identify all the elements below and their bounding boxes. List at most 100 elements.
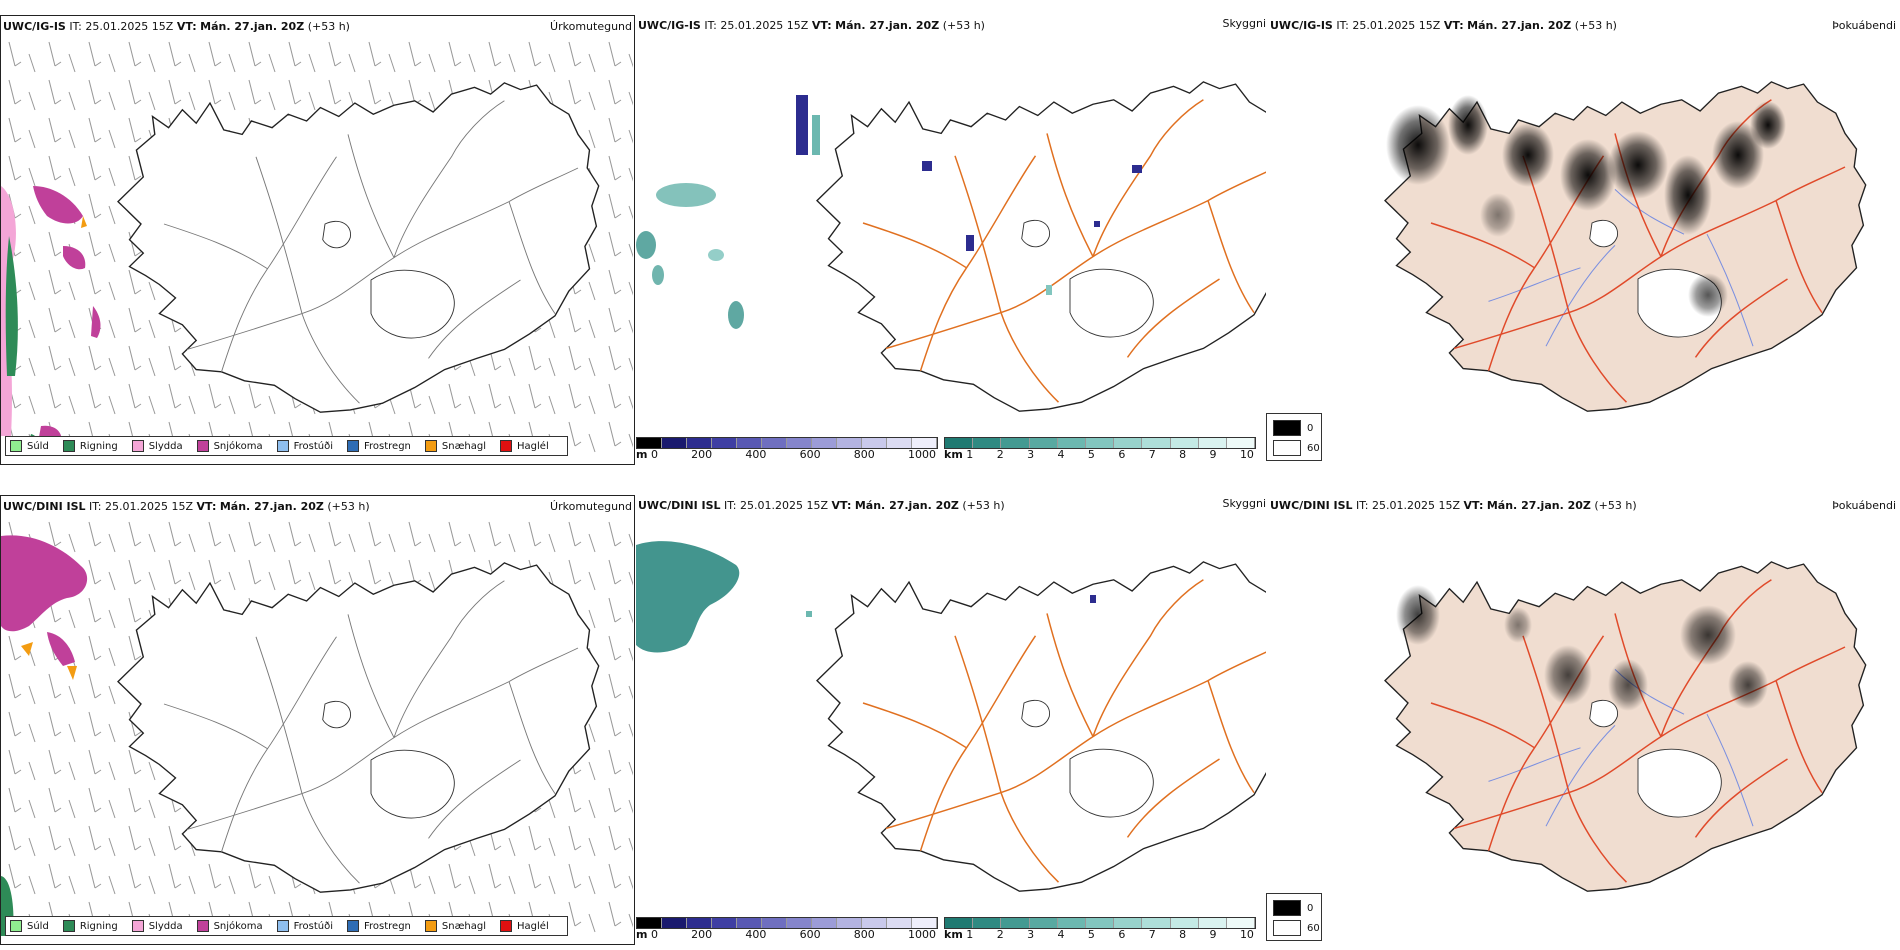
legend-item-frostregn: Frostregn	[347, 440, 411, 452]
legend-label: Snæhagl	[441, 440, 487, 452]
legend-label: Snjókoma	[213, 440, 263, 452]
scale-segment	[712, 918, 737, 928]
vt-value: Mán. 27.jan. 20Z	[219, 500, 324, 513]
scale-segment	[1057, 438, 1086, 448]
scale-tick: 7	[1148, 448, 1156, 461]
it-label: IT:	[69, 20, 82, 33]
legend-item-haglel: Haglél	[500, 440, 549, 452]
scale-segment	[912, 918, 937, 928]
precip-type-panel-row1: UWC/IG-IS IT: 25.01.2025 15Z VT: Mán. 27…	[0, 15, 635, 465]
precip-map	[1, 516, 633, 936]
scale-segment	[1142, 918, 1171, 928]
scale-segment	[862, 918, 887, 928]
legend-swatch	[196, 440, 209, 452]
precip-map	[1, 36, 633, 456]
it-value: 25.01.2025 15Z	[105, 500, 194, 513]
it-value: 25.01.2025 15Z	[1372, 499, 1461, 512]
scale-tick: 3	[1027, 448, 1035, 461]
fog-legend: 0 60	[1266, 413, 1322, 461]
low-visibility-spots	[806, 595, 1096, 617]
legend-label: Súld	[27, 920, 49, 932]
fog-legend-low: 60	[1273, 920, 1320, 936]
precip-type-panel-row2: UWC/DINI ISL IT: 25.01.2025 15Z VT: Mán.…	[0, 495, 635, 945]
scale-tick: 4	[1057, 448, 1065, 461]
scale-segment	[945, 438, 974, 448]
scale-tick: 400	[745, 448, 767, 461]
scale-segment	[1114, 438, 1143, 448]
legend-label: Rigning	[79, 920, 118, 932]
legend-item-rigning: Rigning	[62, 920, 118, 932]
panel-title: Úrkomutegund	[550, 20, 632, 33]
vt-label: VT:	[176, 20, 197, 33]
legend-item-slydda: Slydda	[131, 920, 183, 932]
scale-tick: 6	[1118, 448, 1126, 461]
scale-segment	[1170, 438, 1199, 448]
vt-label: VT:	[1463, 499, 1484, 512]
scale-segment	[812, 918, 837, 928]
model-name: UWC/DINI ISL	[638, 499, 721, 512]
scale-segment	[912, 438, 937, 448]
visibility-fog-areas	[636, 541, 740, 653]
legend-swatch	[131, 440, 144, 452]
distance-scale-labels: km 1 2 3 4 5 6 7 8 9 10	[944, 928, 1254, 941]
vt-value: Mán. 27.jan. 20Z	[200, 20, 305, 33]
legend-swatch	[10, 920, 22, 932]
panel-header: UWC/DINI ISL IT: 25.01.2025 15Z VT: Mán.…	[638, 499, 1005, 512]
legend-swatch	[276, 440, 289, 452]
scale-segment	[812, 438, 837, 448]
legend-item-snjokoma: Snjókoma	[196, 920, 263, 932]
model-name: UWC/IG-IS	[638, 19, 701, 32]
legend-swatch	[10, 440, 22, 452]
lead-time: (+53 h)	[327, 500, 370, 513]
vt-value: Mán. 27.jan. 20Z	[854, 499, 959, 512]
scale-segment	[662, 438, 687, 448]
legend-swatch	[276, 920, 289, 932]
low-visibility-spots	[796, 95, 1142, 295]
scale-segment	[945, 918, 974, 928]
scale-tick: 600	[799, 928, 821, 941]
it-value: 25.01.2025 15Z	[720, 19, 809, 32]
scale-segment	[637, 438, 662, 448]
scale-tick: 2	[996, 928, 1004, 941]
scale-segment	[1029, 438, 1058, 448]
scale-segment	[1226, 438, 1256, 448]
scale-segment	[1170, 918, 1199, 928]
panel-header: UWC/IG-IS IT: 25.01.2025 15Z VT: Mán. 27…	[1270, 19, 1617, 32]
scale-segment	[837, 918, 862, 928]
legend-label: Haglél	[517, 920, 549, 932]
scale-segment	[687, 918, 712, 928]
panel-title: Úrkomutegund	[550, 500, 632, 513]
scale-tick: 1000	[907, 928, 936, 941]
lead-time: (+53 h)	[1574, 19, 1617, 32]
scale-segment	[637, 918, 662, 928]
scale-tick: 9	[1209, 928, 1217, 941]
legend-item-haglel: Haglél	[500, 920, 549, 932]
legend-label: Frostregn	[364, 920, 411, 932]
scale-segment	[1085, 438, 1115, 448]
legend-swatch	[424, 440, 437, 452]
it-label: IT:	[1336, 19, 1349, 32]
it-value: 25.01.2025 15Z	[85, 20, 174, 33]
it-value: 25.01.2025 15Z	[1352, 19, 1441, 32]
scale-tick: 1000	[907, 448, 936, 461]
visibility-map	[636, 81, 1266, 412]
fog-legend-low: 60	[1273, 440, 1320, 456]
panel-header: UWC/IG-IS IT: 25.01.2025 15Z VT: Mán. 27…	[3, 20, 350, 33]
scale-tick: 8	[1179, 448, 1187, 461]
legend-label: Rigning	[79, 440, 118, 452]
scale-segment	[862, 438, 887, 448]
legend-item-snaehagl: Snæhagl	[424, 920, 486, 932]
legend-label: Slydda	[148, 920, 183, 932]
fog-legend-high: 0	[1273, 900, 1313, 916]
scale-tick: 0	[650, 928, 658, 941]
scale-segment	[762, 438, 787, 448]
panel-title: Skyggni	[1222, 17, 1266, 30]
legend-item-rigning: Rigning	[62, 440, 118, 452]
model-name: UWC/DINI ISL	[3, 500, 86, 513]
height-scale-bar	[636, 437, 938, 449]
scale-tick: 7	[1148, 928, 1156, 941]
fog-map	[1384, 81, 1867, 412]
vt-label: VT:	[196, 500, 217, 513]
lead-time: (+53 h)	[1594, 499, 1637, 512]
legend-label: Frostúði	[293, 920, 333, 932]
